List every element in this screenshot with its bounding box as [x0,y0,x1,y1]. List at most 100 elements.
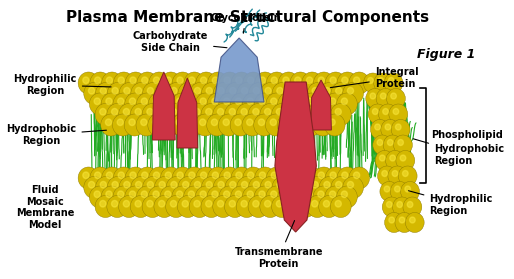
Circle shape [153,98,159,105]
Circle shape [330,172,336,179]
Circle shape [113,114,133,136]
Circle shape [295,77,301,83]
Circle shape [336,181,342,188]
Circle shape [271,104,292,126]
Circle shape [247,119,253,126]
Circle shape [207,93,228,115]
Circle shape [131,83,152,105]
Circle shape [160,167,181,189]
Circle shape [235,98,242,105]
Circle shape [372,109,378,114]
Circle shape [178,177,198,198]
Circle shape [331,177,352,198]
Circle shape [390,155,395,161]
Circle shape [78,72,99,94]
Circle shape [106,191,112,198]
Circle shape [398,166,417,186]
Circle shape [319,196,339,218]
Circle shape [330,77,336,83]
Circle shape [102,72,122,94]
Circle shape [177,77,183,83]
Circle shape [142,177,163,198]
Circle shape [337,167,358,189]
Circle shape [212,191,218,198]
Circle shape [395,186,400,192]
Circle shape [288,87,295,94]
Circle shape [272,177,293,198]
Circle shape [380,182,399,201]
Circle shape [336,87,342,94]
Circle shape [223,119,229,126]
Circle shape [319,83,340,105]
Circle shape [165,77,171,83]
Circle shape [141,191,148,198]
Circle shape [394,135,412,155]
Circle shape [266,167,287,189]
Circle shape [113,186,134,208]
Circle shape [170,200,177,207]
Circle shape [194,109,200,115]
Circle shape [242,181,248,188]
Circle shape [254,72,276,94]
Circle shape [112,87,118,94]
Circle shape [248,77,254,83]
Circle shape [295,104,316,126]
Circle shape [380,93,386,99]
Circle shape [118,172,124,179]
Circle shape [306,77,313,83]
Circle shape [307,196,327,218]
Circle shape [78,167,99,189]
Circle shape [259,119,265,126]
Text: Carbohydrate
Side Chain: Carbohydrate Side Chain [133,31,227,53]
Circle shape [378,104,397,124]
Circle shape [323,200,329,207]
Circle shape [130,191,136,198]
Circle shape [102,167,122,189]
Circle shape [271,191,277,198]
Circle shape [229,200,235,207]
Circle shape [112,200,118,207]
Circle shape [331,104,351,126]
Circle shape [266,114,286,136]
Circle shape [388,166,407,186]
Circle shape [371,119,389,140]
Circle shape [196,72,216,94]
Circle shape [176,98,182,105]
Circle shape [88,181,95,188]
Circle shape [184,72,205,94]
Circle shape [390,182,409,201]
Circle shape [385,124,391,130]
Polygon shape [153,72,175,140]
Circle shape [349,72,370,94]
Circle shape [341,98,347,105]
Circle shape [200,191,206,198]
Circle shape [218,114,239,136]
Circle shape [119,83,140,105]
Circle shape [189,172,195,179]
Circle shape [382,170,388,177]
Circle shape [277,181,283,188]
Text: Hydrophilic
Region: Hydrophilic Region [409,191,493,216]
Circle shape [194,200,200,207]
Circle shape [212,172,218,179]
Circle shape [112,109,118,115]
Circle shape [105,119,112,126]
Circle shape [294,191,300,198]
Circle shape [405,186,411,192]
Circle shape [131,104,151,126]
Circle shape [243,186,263,208]
Circle shape [236,196,257,218]
Circle shape [265,181,271,188]
Circle shape [106,98,112,105]
Circle shape [183,186,204,208]
Circle shape [137,72,158,94]
Circle shape [243,93,263,115]
Circle shape [389,104,408,124]
Circle shape [288,200,294,207]
Circle shape [396,150,415,170]
Circle shape [142,196,163,218]
Circle shape [324,87,330,94]
Circle shape [195,114,215,136]
Circle shape [100,200,106,207]
Circle shape [231,72,252,94]
